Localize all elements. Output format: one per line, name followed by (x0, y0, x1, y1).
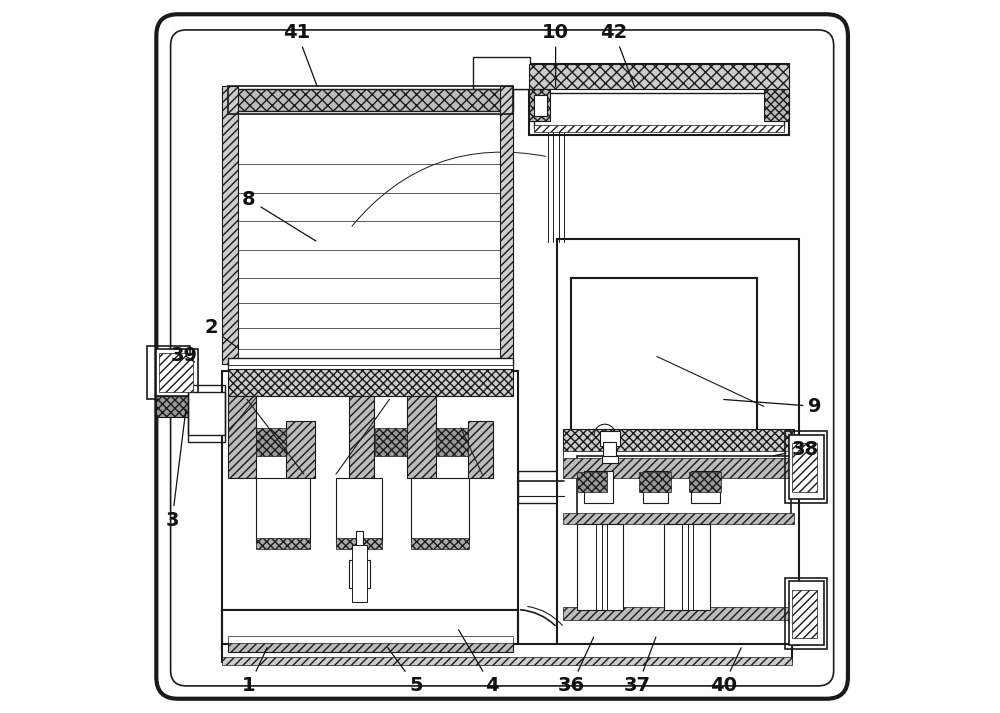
Text: 37: 37 (624, 637, 656, 695)
Bar (256, 428, 286, 456)
Text: 42: 42 (600, 23, 634, 86)
Bar (336, 478, 382, 542)
Bar (603, 442, 616, 460)
Text: 10: 10 (542, 23, 569, 86)
Bar (222, 657, 792, 665)
Text: 3: 3 (165, 409, 186, 530)
Bar (156, 396, 198, 417)
Bar (222, 86, 238, 364)
Text: 9: 9 (724, 397, 822, 416)
Bar (349, 396, 374, 478)
Bar (228, 86, 513, 114)
Text: 4: 4 (459, 630, 498, 695)
Bar (689, 472, 721, 492)
Bar (691, 471, 720, 503)
Bar (411, 538, 469, 549)
Bar (643, 471, 668, 503)
Bar (529, 64, 789, 89)
Bar (228, 89, 513, 111)
Bar (664, 524, 710, 610)
Bar (534, 125, 784, 132)
Bar (473, 57, 530, 89)
Bar (222, 644, 792, 662)
Bar (188, 392, 225, 435)
Bar (336, 538, 382, 549)
Bar (639, 472, 671, 492)
Bar (602, 456, 618, 463)
Bar (577, 456, 791, 520)
Text: 1: 1 (242, 648, 267, 695)
Bar (785, 431, 827, 503)
Bar (584, 471, 613, 503)
Bar (557, 239, 799, 645)
Bar (577, 524, 623, 610)
Bar (563, 429, 794, 456)
Bar (571, 278, 757, 435)
Bar (529, 64, 789, 135)
Bar (375, 428, 407, 456)
Bar (500, 86, 513, 364)
Bar (529, 89, 550, 121)
Text: 41: 41 (283, 23, 317, 86)
Bar (356, 531, 363, 602)
Bar (156, 349, 198, 396)
Bar (563, 458, 794, 478)
Bar (764, 89, 789, 121)
Bar (228, 642, 513, 652)
Bar (228, 369, 513, 396)
Polygon shape (222, 610, 518, 649)
Bar (222, 371, 518, 610)
Bar (407, 396, 436, 478)
Bar (286, 421, 315, 478)
Bar (147, 346, 190, 399)
Bar (789, 581, 824, 645)
Bar (352, 545, 367, 602)
Text: 39: 39 (171, 346, 198, 364)
Bar (785, 578, 827, 649)
Bar (159, 353, 193, 392)
Bar (228, 358, 513, 371)
Bar (563, 513, 794, 524)
FancyBboxPatch shape (156, 14, 848, 699)
Text: 36: 36 (558, 637, 594, 695)
Bar (534, 93, 784, 128)
Text: 2: 2 (204, 319, 238, 348)
Bar (792, 443, 817, 492)
Text: 8: 8 (242, 190, 316, 241)
Bar (789, 435, 824, 499)
Bar (411, 478, 469, 542)
Bar (792, 590, 817, 638)
Bar (228, 636, 513, 643)
Bar (600, 431, 620, 446)
Bar (518, 471, 564, 503)
Bar (563, 607, 794, 620)
Bar (563, 451, 794, 460)
Bar (577, 472, 607, 492)
Bar (233, 107, 507, 364)
Bar (228, 396, 256, 478)
Polygon shape (486, 64, 529, 89)
Bar (349, 560, 370, 588)
Text: 38: 38 (774, 440, 819, 458)
Bar (256, 538, 310, 549)
Text: 40: 40 (710, 648, 741, 695)
Bar (468, 421, 493, 478)
Bar (436, 428, 468, 456)
Bar (188, 385, 225, 442)
Text: 5: 5 (388, 647, 423, 695)
Bar (228, 365, 513, 378)
Bar (256, 478, 310, 542)
Bar (534, 95, 547, 116)
